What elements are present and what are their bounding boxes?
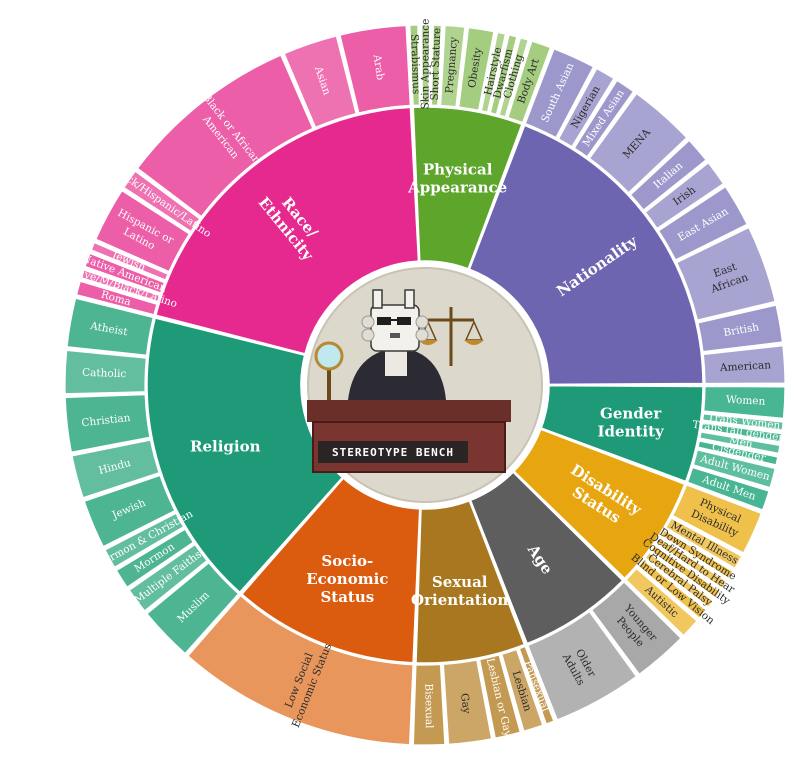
outer-label-sexual-orientation-bisexual: Bisexual xyxy=(422,683,435,729)
outer-segment-disability-status-deaf-hard-to-hear xyxy=(655,536,728,589)
outer-segment-physical-appearance-body-art xyxy=(507,40,552,124)
outer-segment-race-ethnicity-native-american xyxy=(84,252,166,294)
outer-segment-age-older-adults xyxy=(527,610,638,721)
outer-segment-sexual-orientation-lesbian xyxy=(501,648,544,732)
inner-label-physical-appearance: Physical Appearance xyxy=(407,161,507,197)
outer-segment-socio-economic-status-low-social-economic-status xyxy=(187,594,414,746)
outer-segment-nationality-american xyxy=(702,345,786,385)
outer-label-religion-christian: Christian xyxy=(81,412,131,429)
center-logo: STEREOTYPE BENCH xyxy=(301,261,549,509)
inner-label-socio-economic-status: Socio-Economic Status xyxy=(306,552,388,606)
outer-segment-religion-christian xyxy=(64,394,151,453)
outer-segment-race-ethnicity-black-hispanic-latino xyxy=(123,170,201,233)
outer-label-sexual-orientation-gay: Gay xyxy=(458,692,472,714)
llama-judge-icon xyxy=(314,289,484,408)
outer-label-physical-appearance-skin-appearance: Skin Appearance xyxy=(419,19,431,110)
outer-segment-nationality-south-asian xyxy=(524,48,595,139)
outer-segment-physical-appearance-skin-appearance xyxy=(420,24,431,106)
outer-segment-gender-identity-adult-women xyxy=(692,449,776,489)
outer-segment-age-younger-people xyxy=(590,581,682,676)
outer-label-race-ethnicity-arab: Arab xyxy=(371,53,387,81)
outer-segment-religion-muslim xyxy=(146,562,240,655)
outer-segment-race-ethnicity-hispanic-or-latino xyxy=(95,189,191,273)
outer-segment-physical-appearance-clothing xyxy=(498,37,529,118)
outer-segment-nationality-mixed-asian xyxy=(573,79,635,158)
outer-segment-nationality-mena xyxy=(588,92,688,194)
outer-segment-disability-status-down-syndrome xyxy=(660,529,734,580)
outer-segment-disability-status-cognitive-disability xyxy=(650,544,721,599)
outer-segment-race-ethnicity-arab xyxy=(339,24,411,114)
outer-segment-physical-appearance-obesity xyxy=(458,26,495,111)
outer-segment-race-ethnicity-jewish xyxy=(90,241,169,281)
outer-segment-nationality-east-african xyxy=(676,226,776,321)
outer-segment-sexual-orientation-pansexual xyxy=(518,645,555,725)
outer-label-physical-appearance-strabismus: Strabismus xyxy=(408,34,422,95)
outer-ring xyxy=(64,24,786,746)
outer-segment-nationality-italian xyxy=(629,139,707,211)
outer-segment-disability-status-autistic xyxy=(625,567,698,637)
outer-segment-nationality-irish xyxy=(644,162,725,230)
outer-segment-religion-multiple-faiths xyxy=(128,543,208,612)
outer-segment-physical-appearance-hairstyle xyxy=(480,31,507,113)
outer-segment-race-ethnicity-asian xyxy=(283,35,357,129)
outer-segment-nationality-east-asian xyxy=(657,185,748,261)
inner-label-sexual-orientation: Sexual Orientation xyxy=(411,573,508,609)
outer-segment-sexual-orientation-gay xyxy=(442,659,493,745)
outer-label-nationality-american: American xyxy=(719,359,772,374)
outer-segment-sexual-orientation-lesbian-or-gay xyxy=(478,654,521,739)
outer-segment-race-ethnicity-roma xyxy=(75,280,158,316)
outer-segment-disability-status-mental-illness xyxy=(665,517,743,570)
outer-segment-religion-hindu xyxy=(71,439,160,499)
outer-segment-physical-appearance-dwarfism xyxy=(489,34,518,115)
outer-segment-religion-jewish xyxy=(83,474,176,548)
outer-segment-gender-identity-cisgender xyxy=(697,440,779,466)
outer-label-physical-appearance-pregnancy: Pregnancy xyxy=(443,36,460,93)
inner-label-religion: Religion xyxy=(190,438,261,456)
center-text: STEREOTYPE BENCH xyxy=(332,446,454,459)
outer-label-gender-identity-men: Men xyxy=(728,434,754,450)
outer-segment-race-ethnicity-black-or-african-american xyxy=(136,54,314,218)
outer-label-religion-catholic: Catholic xyxy=(82,367,127,381)
outer-segment-gender-identity-adult-men xyxy=(686,466,770,511)
outer-segment-physical-appearance-pregnancy xyxy=(440,24,466,108)
outer-segment-gender-identity-trans-women xyxy=(702,413,784,431)
outer-segment-nationality-nigerian xyxy=(557,67,615,148)
outer-label-gender-identity-women: Women xyxy=(726,394,766,408)
outer-label-physical-appearance-short-stature: Short Stature xyxy=(429,28,443,101)
outer-segment-nationality-british xyxy=(697,304,784,353)
inner-label-gender-identity: Gender Identity xyxy=(598,404,666,440)
outer-segment-religion-atheist xyxy=(66,297,154,356)
outer-segment-religion-mormon-christian xyxy=(104,512,185,569)
outer-segment-physical-appearance-strabismus xyxy=(409,24,421,106)
outer-segment-religion-mormon xyxy=(115,528,195,588)
outer-segment-disability-status-cerebral-palsy xyxy=(644,551,715,608)
outer-segment-gender-identity-women xyxy=(703,385,786,420)
outer-segment-sexual-orientation-bisexual xyxy=(412,663,446,746)
outer-segment-gender-identity-trans-all-genders xyxy=(700,422,783,443)
outer-segment-gender-identity-men xyxy=(699,431,781,455)
outer-segment-physical-appearance-short-stature xyxy=(430,24,442,106)
outer-segment-religion-catholic xyxy=(64,349,147,395)
outer-segment-disability-status-physical-disability xyxy=(671,484,763,554)
outer-segment-race-ethnicity-native-m-black-latino xyxy=(80,269,161,303)
outer-segment-disability-status-blind-or-low-vision xyxy=(637,559,707,619)
